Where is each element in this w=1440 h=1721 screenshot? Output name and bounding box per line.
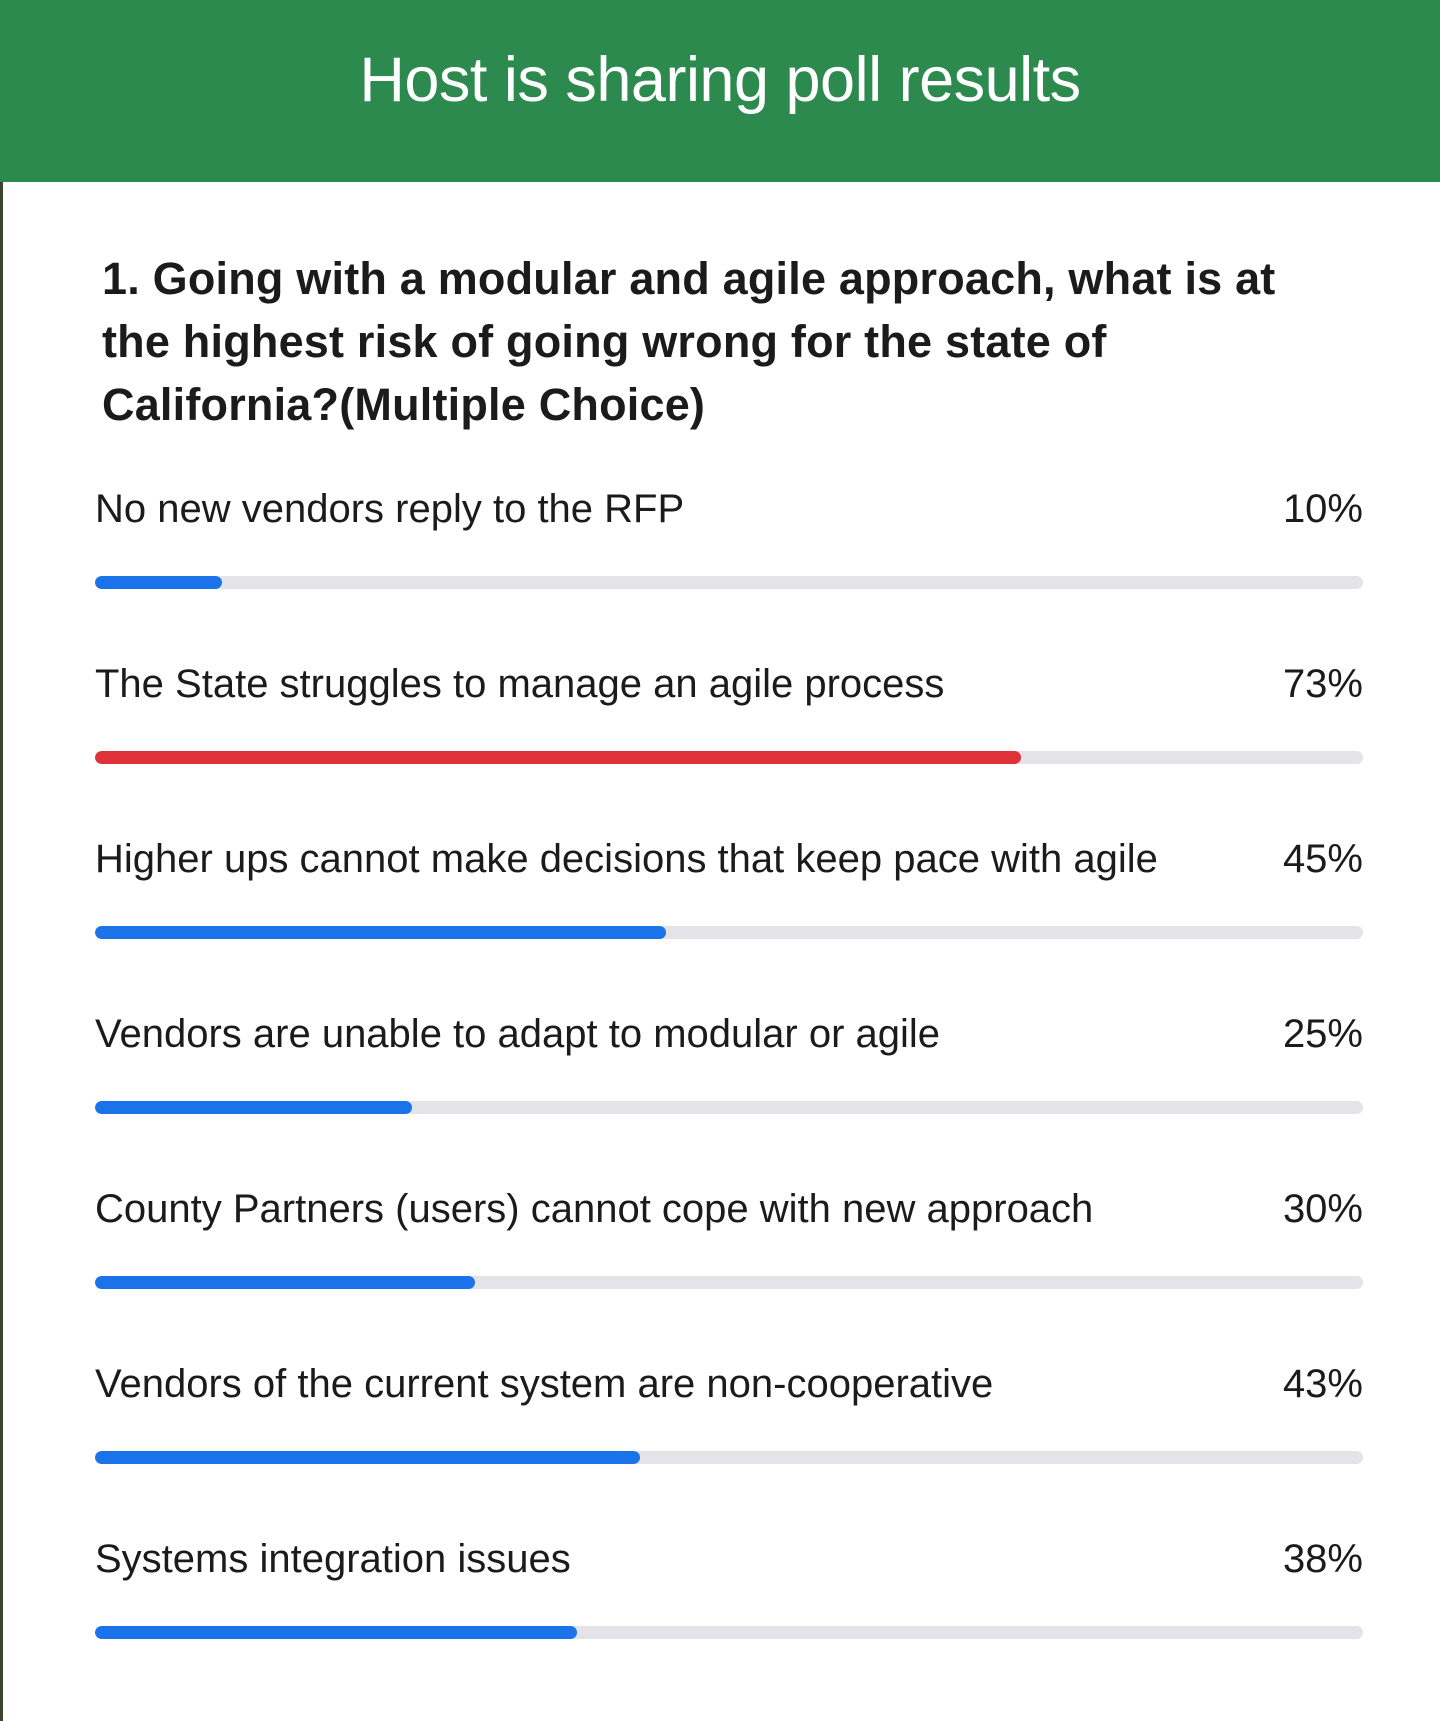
option-percent: 30% — [1282, 1187, 1363, 1231]
option-label: County Partners (users) cannot cope with… — [95, 1187, 1094, 1231]
poll-header: Host is sharing poll results — [0, 0, 1440, 182]
result-bar-track — [95, 1276, 1363, 1289]
result-bar-track — [95, 576, 1363, 589]
header-title: Host is sharing poll results — [359, 45, 1081, 115]
result-bar-fill — [95, 1451, 641, 1464]
poll-option: Vendors are unable to adapt to modular o… — [95, 1012, 1363, 1187]
option-label: Vendors of the current system are non-co… — [95, 1362, 994, 1406]
result-bar-fill — [95, 1276, 476, 1289]
result-bar-fill — [95, 926, 666, 939]
poll-option: The State struggles to manage an agile p… — [95, 662, 1363, 837]
option-label: Vendors are unable to adapt to modular o… — [95, 1012, 941, 1056]
result-bar-fill — [95, 1626, 577, 1639]
option-label: Systems integration issues — [95, 1537, 571, 1581]
option-percent: 25% — [1282, 1012, 1363, 1056]
result-bar-track — [95, 926, 1363, 939]
poll-option: No new vendors reply to the RFP 10% — [95, 487, 1363, 662]
option-percent: 10% — [1282, 487, 1363, 531]
poll-question: 1. Going with a modular and agile approa… — [102, 253, 1276, 430]
result-bar-track — [95, 1626, 1363, 1639]
poll-option: Systems integration issues 38% — [95, 1537, 1363, 1712]
result-bar-track — [95, 751, 1363, 764]
option-percent: 38% — [1282, 1537, 1363, 1581]
option-percent: 73% — [1282, 662, 1363, 706]
option-label: No new vendors reply to the RFP — [95, 487, 685, 531]
option-label: Higher ups cannot make decisions that ke… — [95, 837, 1158, 881]
window-left-edge — [0, 0, 3, 1721]
result-bar-track — [95, 1101, 1363, 1114]
poll-options: No new vendors reply to the RFP 10% The … — [95, 487, 1363, 1712]
result-bar-fill — [95, 1101, 412, 1114]
poll-option: Vendors of the current system are non-co… — [95, 1362, 1363, 1537]
result-bar-fill — [95, 576, 222, 589]
result-bar-fill — [95, 751, 1021, 764]
poll-option: County Partners (users) cannot cope with… — [95, 1187, 1363, 1362]
option-percent: 45% — [1282, 837, 1363, 881]
option-label: The State struggles to manage an agile p… — [95, 662, 945, 706]
result-bar-track — [95, 1451, 1363, 1464]
poll-option: Higher ups cannot make decisions that ke… — [95, 837, 1363, 1012]
option-percent: 43% — [1282, 1362, 1363, 1406]
